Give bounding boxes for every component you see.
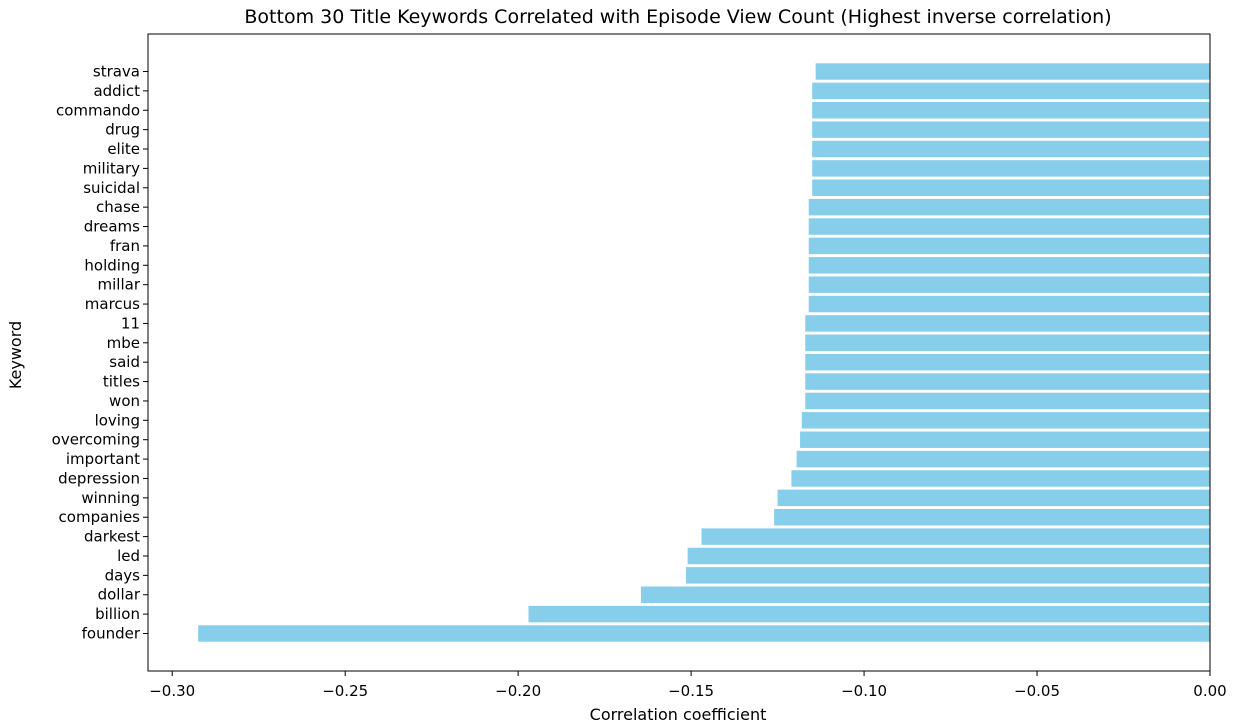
y-tick-label: overcoming [52,431,140,449]
y-tick-label: holding [84,256,140,274]
y-tick-label: founder [82,625,141,643]
x-tick-label: −0.25 [322,682,368,700]
bar-holding [808,257,1210,274]
y-tick-label: elite [107,140,140,158]
y-tick-label: said [109,353,140,371]
y-tick-label: chase [96,198,140,216]
bar-days [685,567,1210,584]
y-tick-label: titles [103,373,140,391]
bar-addict [812,82,1210,100]
y-tick-label: millar [98,276,141,294]
y-tick-label: fran [110,237,140,255]
x-tick-label: −0.10 [841,682,887,700]
bar-dollar [640,586,1210,603]
bar-winning [777,489,1210,507]
y-tick-label: strava [93,63,140,81]
y-tick-label: dollar [98,586,141,604]
bar-marcus [808,295,1210,313]
bar-overcoming [800,431,1210,448]
x-axis-label: Correlation coefficient [590,705,767,724]
bar-loving [801,412,1210,429]
bar-mbe [805,334,1210,352]
y-tick-label: mbe [107,334,140,352]
bar-billion [528,605,1210,623]
bar-dreams [808,218,1210,235]
x-tick-label: 0.00 [1193,682,1226,700]
y-tick-label: billion [95,605,140,623]
x-axis: −0.30 −0.25 −0.20 −0.15 −0.10 −0.05 0.00 [149,671,1227,700]
x-tick-label: −0.15 [668,682,714,700]
y-tick-label: depression [58,469,140,487]
y-tick-label: 11 [121,314,140,332]
bar-founder [198,625,1210,642]
bar-commando [812,102,1210,119]
y-tick-label: winning [81,489,140,507]
y-tick-label: drug [105,121,140,139]
y-tick-label: suicidal [83,179,140,197]
y-tick-label: won [109,392,140,410]
y-tick-label: led [117,547,140,565]
bar-drug [812,121,1210,138]
bar-chase [808,198,1210,216]
bar-elite [812,140,1210,158]
chart-title: Bottom 30 Title Keywords Correlated with… [244,6,1111,28]
bar-11 [805,315,1210,332]
y-tick-label: important [66,450,140,468]
x-tick-label: −0.20 [495,682,541,700]
y-tick-label: marcus [85,295,140,313]
y-tick-label: dreams [84,218,140,236]
bar-important [796,450,1210,468]
bar-strava [815,63,1210,80]
y-tick-label: commando [56,101,140,119]
y-tick-label: companies [59,508,141,526]
x-tick-label: −0.05 [1014,682,1060,700]
bar-led [687,547,1210,565]
bar-military [812,160,1210,177]
bar-millar [808,276,1210,293]
bars-layer [198,63,1210,642]
bar-suicidal [812,179,1210,197]
bar-titles [805,373,1210,390]
bar-said [805,353,1210,371]
bar-fran [808,237,1210,255]
plot-frame [147,33,1211,672]
bar-won [805,392,1210,410]
y-tick-label: darkest [84,528,140,546]
y-tick-label: loving [95,411,140,429]
x-tick-label: −0.30 [149,682,195,700]
bar-depression [791,470,1210,487]
y-tick-label: days [105,566,141,584]
y-tick-label: addict [93,82,140,100]
y-axis-label: Keyword [6,321,25,389]
bar-companies [774,508,1210,526]
bar-darkest [701,528,1210,545]
y-tick-label: military [83,159,140,177]
